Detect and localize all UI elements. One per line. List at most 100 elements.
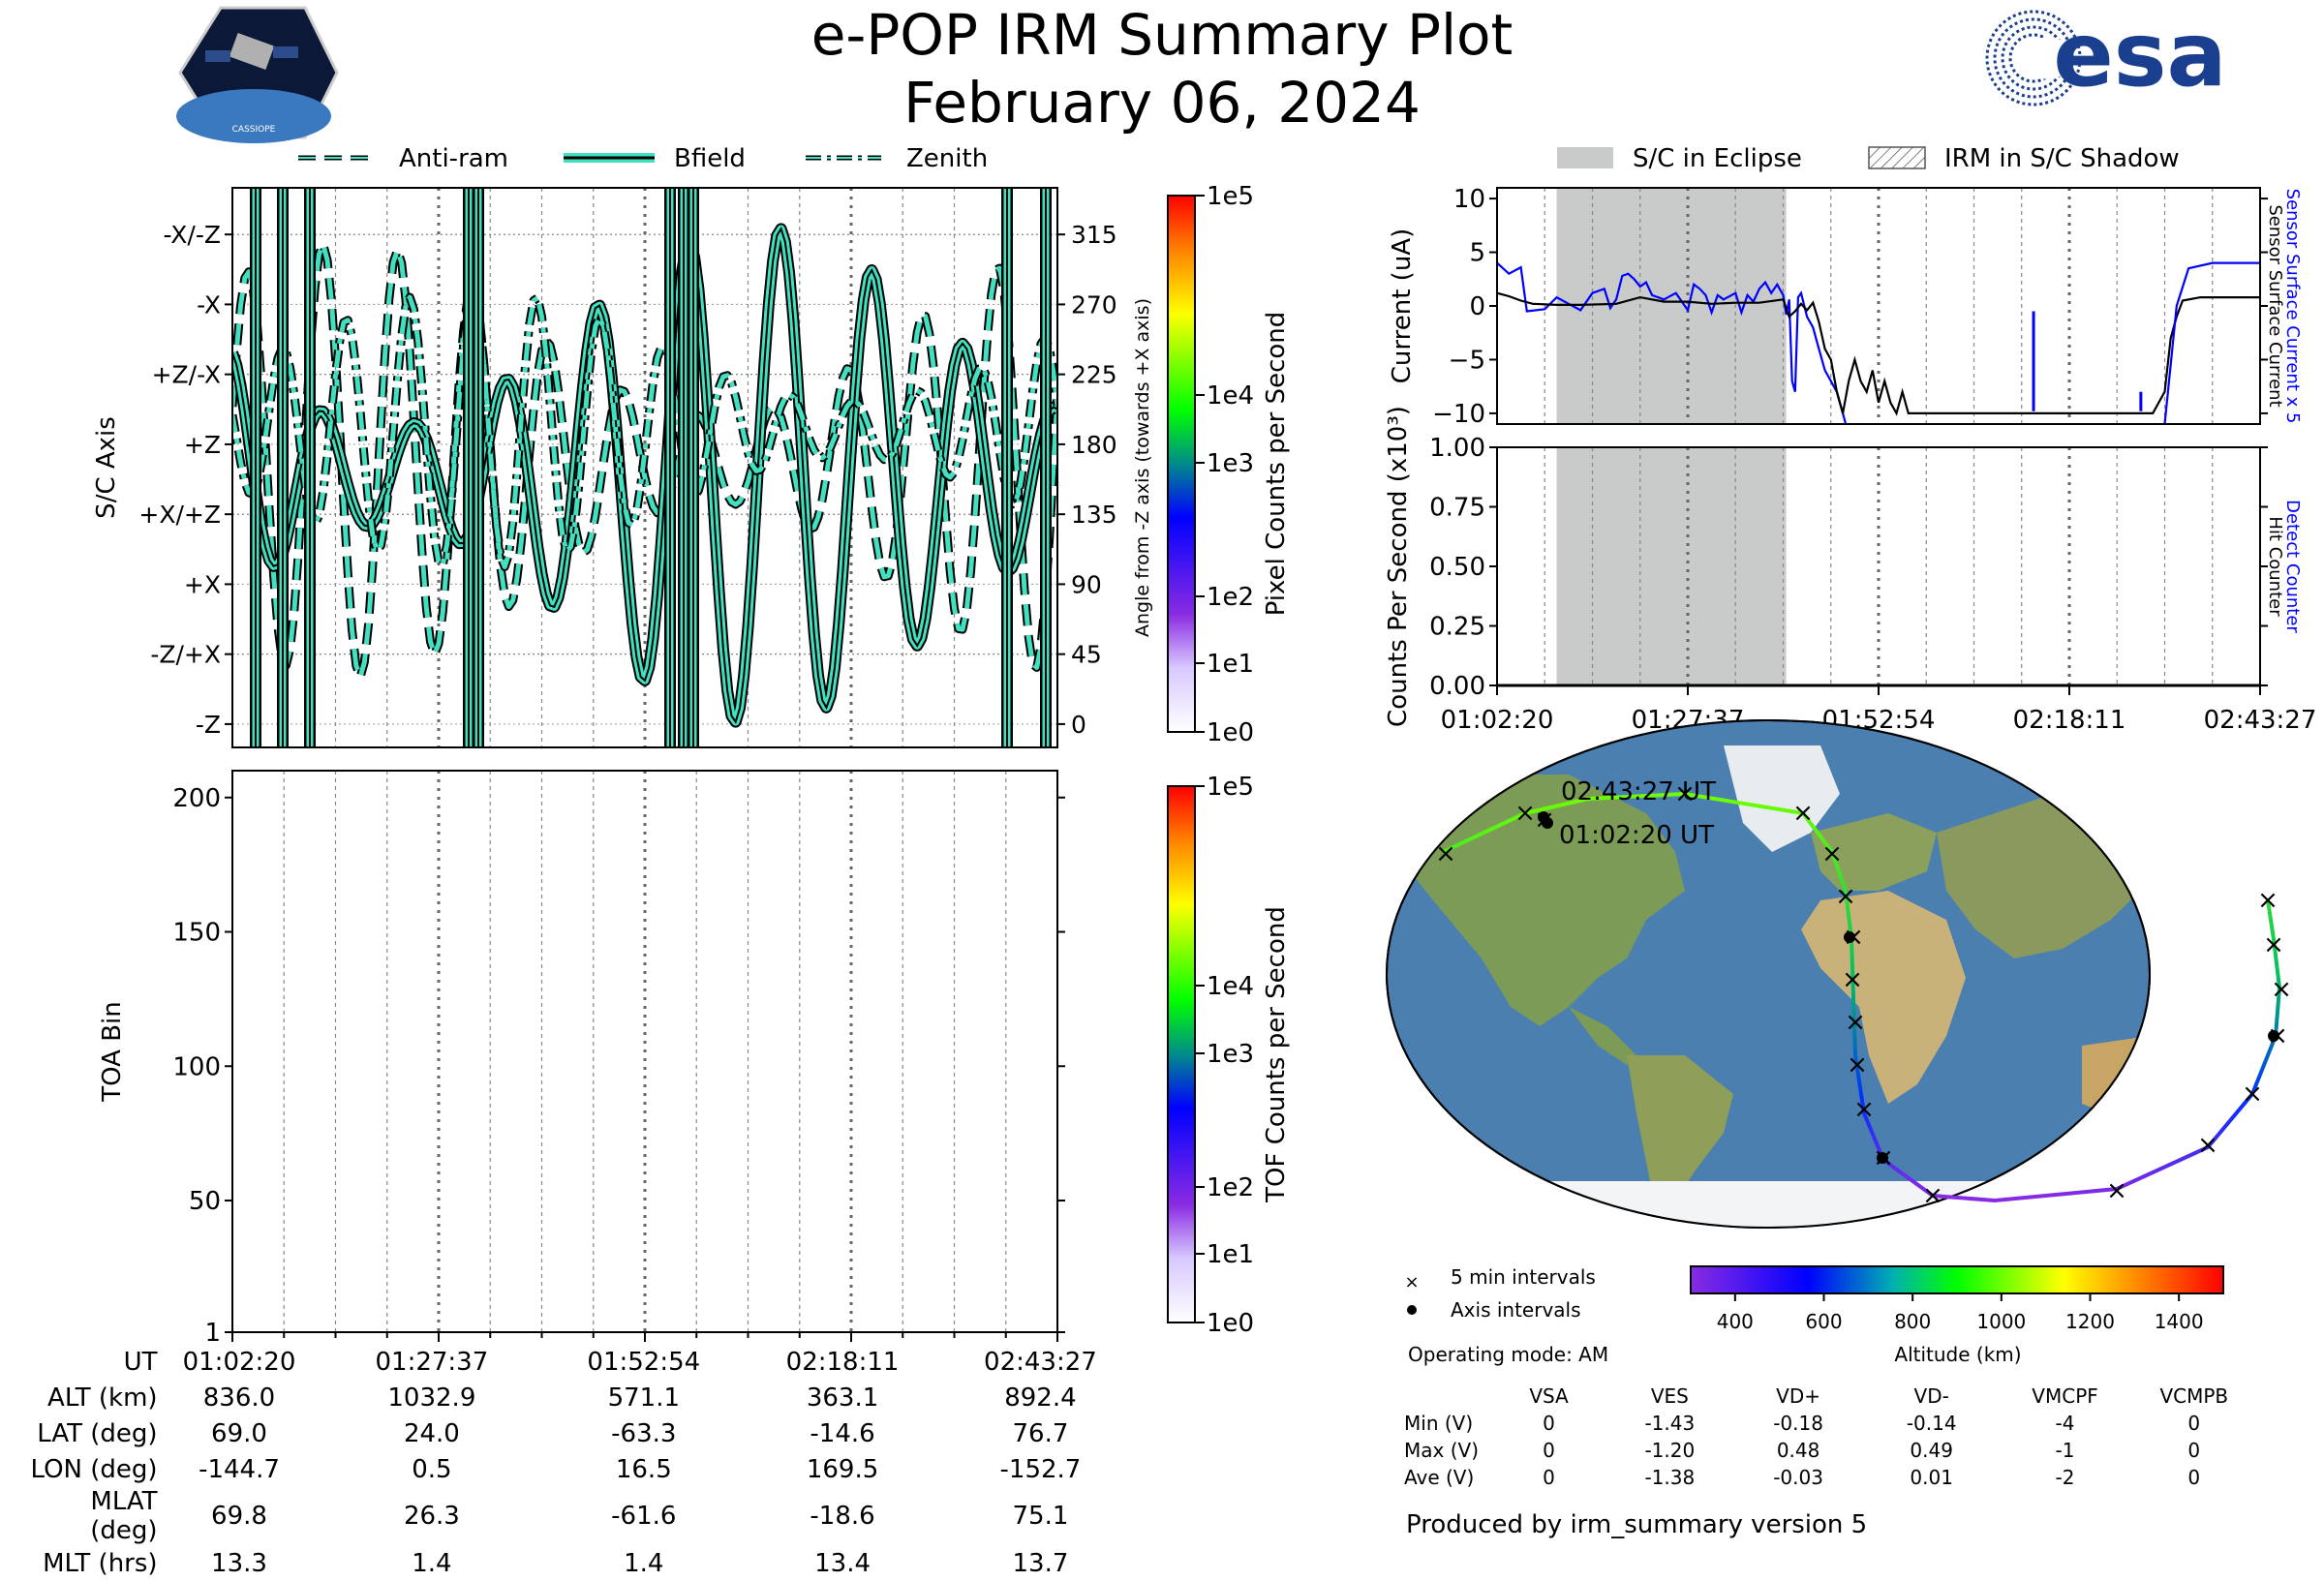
cell-value: -0.18 bbox=[1773, 1412, 1823, 1435]
ground-track-map: ××××××××××××××××××××× 01:02:20 UT 02:43:… bbox=[1386, 719, 2292, 1229]
colorbar-tick-label: 1e1 bbox=[1207, 1240, 1254, 1269]
colorbar-tick-label: 1e2 bbox=[1207, 583, 1254, 612]
sensor-current-line bbox=[1497, 291, 2260, 416]
counts-x-ticks: 01:02:20 01:27:37 01:52:54 02:18:11 02:43:27 bbox=[1441, 685, 2316, 735]
toa-tick-label: 200 bbox=[172, 784, 221, 813]
row-label: Ave (V) bbox=[1404, 1466, 1475, 1489]
colorbar-tick-label: 1e3 bbox=[1207, 1040, 1254, 1069]
cell-value: 0.48 bbox=[1776, 1439, 1820, 1462]
five-min-marker-icon: × bbox=[1435, 839, 1456, 868]
tof-colorbar: 1e0 1e1 1e2 1e3 1e4 1e5 TOF Counts per Second bbox=[1167, 773, 1291, 1338]
cell-value: -2 bbox=[2055, 1466, 2075, 1489]
cell-value: VMCPF bbox=[2032, 1384, 2098, 1408]
map-legend: × 5 min intervals Axis intervals bbox=[1404, 1265, 1595, 1322]
page-date: February 06, 2024 bbox=[903, 70, 1421, 136]
table-row: LAT (deg) 69.0 24.0 -63.3 -14.6 76.7 bbox=[17, 1415, 1141, 1451]
altitude-colorbar-ticks: 400 600 800 1000 1200 1400 bbox=[1717, 1293, 2204, 1333]
eclipse-band bbox=[1556, 188, 1787, 424]
sensor-current-x5-recovery bbox=[2163, 261, 2260, 424]
cell-value: 69.0 bbox=[211, 1418, 267, 1448]
colorbar-tick-label: 1e5 bbox=[1207, 182, 1254, 211]
current-tick-label: 0 bbox=[1469, 292, 1485, 321]
table-row: MLT (hrs) 13.3 1.4 1.4 13.4 13.7 bbox=[17, 1545, 1141, 1581]
ephemeris-table: UT 01:02:20 01:27:37 01:52:54 02:18:11 02:43:… bbox=[17, 1344, 1141, 1581]
track-start-label: 01:02:20 UT bbox=[1559, 821, 1714, 850]
current-right-label-black: Sensor Surface Current bbox=[2265, 204, 2285, 407]
legend-entry-anti-ram: Anti-ram bbox=[298, 144, 508, 173]
current-y-ticks: −10 −5 0 5 10 bbox=[1432, 185, 2268, 429]
cell-value: -63.3 bbox=[611, 1418, 677, 1448]
sc-axis-traces bbox=[232, 188, 1057, 747]
sc-axis-tick-label: +X bbox=[184, 570, 221, 598]
cell-value: 16.5 bbox=[615, 1454, 672, 1484]
five-min-marker-icon: × bbox=[1404, 1272, 1419, 1292]
altitude-tick-label: 400 bbox=[1717, 1310, 1754, 1333]
sc-axis-legend: Anti-ram Bfield Zenith bbox=[298, 144, 988, 173]
cell-value: -18.6 bbox=[810, 1502, 875, 1531]
cell-value: 75.1 bbox=[1012, 1502, 1069, 1531]
sc-axis-tick-label: -Z bbox=[196, 711, 221, 739]
table-row: Max (V) 0 -1.20 0.48 0.49 -1 0 bbox=[1404, 1437, 2256, 1464]
colorbar-tick-label: 1e4 bbox=[1207, 381, 1254, 410]
five-min-marker-icon: × bbox=[1514, 799, 1536, 828]
sc-axis-y2label: Angle from -Z axis (towards +X axis) bbox=[1132, 298, 1153, 637]
cell-value: 571.1 bbox=[607, 1383, 681, 1413]
cell-value: 1.4 bbox=[624, 1548, 664, 1578]
toa-tick-label: 150 bbox=[172, 919, 221, 948]
legend-label-5min: 5 min intervals bbox=[1451, 1265, 1596, 1289]
figure: e-POP IRM Summary Plot February 06, 2024… bbox=[92, 2, 2316, 1539]
current-tick-label: 5 bbox=[1469, 239, 1485, 268]
five-min-marker-icon: × bbox=[2271, 975, 2292, 1004]
cell-value: -1.43 bbox=[1644, 1412, 1696, 1435]
five-min-marker-icon: × bbox=[2257, 886, 2278, 915]
counts-tick-label: 0.75 bbox=[1429, 494, 1485, 523]
cell-value: 363.1 bbox=[806, 1383, 879, 1413]
altitude-tick-label: 1000 bbox=[1976, 1310, 2026, 1333]
toa-ylabel: TOA Bin bbox=[98, 1001, 127, 1102]
cell-value: -1 bbox=[2055, 1439, 2075, 1462]
ground-track-line bbox=[1442, 791, 2282, 1203]
current-tick-label: 10 bbox=[1453, 185, 1485, 214]
cell-value: VCMPB bbox=[2159, 1384, 2229, 1408]
cell-value: 0.01 bbox=[1910, 1466, 1953, 1489]
row-label: Max (V) bbox=[1404, 1439, 1479, 1462]
altitude-colorbar-label: Altitude (km) bbox=[1894, 1343, 2021, 1366]
table-row: LON (deg) -144.7 0.5 16.5 169.5 -152.7 bbox=[17, 1451, 1141, 1487]
cell-value: -1.20 bbox=[1644, 1439, 1696, 1462]
colorbar-tick-label: 1e0 bbox=[1207, 1309, 1254, 1338]
esa-logo: esa bbox=[1985, 3, 2227, 106]
track-end-label: 02:43:27 UT bbox=[1561, 777, 1716, 806]
tof-colorbar-ticks: 1e0 1e1 1e2 1e3 1e4 1e5 bbox=[1195, 773, 1254, 1338]
colorbar-tick-label: 1e0 bbox=[1207, 718, 1254, 747]
counts-tick-label: 0.50 bbox=[1429, 553, 1485, 582]
altitude-tick-label: 1400 bbox=[2155, 1310, 2204, 1333]
legend-label-bfield: Bfield bbox=[674, 144, 746, 173]
table-header-row: VSA VES VD+ VD- VMCPF VCMPB bbox=[1404, 1383, 2256, 1410]
cell-value: -0.03 bbox=[1773, 1466, 1823, 1489]
axis-interval-marker-icon bbox=[1877, 1152, 1888, 1164]
page-title: e-POP IRM Summary Plot bbox=[811, 2, 1514, 68]
counts-tick-label: 1.00 bbox=[1429, 434, 1485, 463]
row-label: MLT (hrs) bbox=[43, 1548, 158, 1578]
sc-axis-panel: -Z 0 -Z/+X 45 +X 90 +X/+Z 135 +Z 180 +Z/-X 225 -X 270… bbox=[92, 187, 1153, 748]
cell-value: 892.4 bbox=[1004, 1383, 1077, 1413]
cell-value: 13.4 bbox=[814, 1548, 871, 1578]
counts-right-label-black: Hit Counter bbox=[2265, 516, 2285, 617]
toa-grid bbox=[283, 771, 1007, 1332]
esa-logo-text: esa bbox=[2053, 3, 2226, 106]
sc-axis-tick-label: +X/+Z bbox=[138, 501, 221, 529]
voltage-table: VSA VES VD+ VD- VMCPF VCMPB Min (V) 0 -1.43 -0.18… bbox=[1404, 1383, 2256, 1491]
axis-interval-marker-icon bbox=[1844, 931, 1855, 943]
colorbar-tick-label: 1e3 bbox=[1207, 449, 1254, 478]
table-row: Min (V) 0 -1.43 -0.18 -0.14 -4 0 bbox=[1404, 1410, 2256, 1437]
five-min-marker-icon: × bbox=[1674, 779, 1696, 808]
cell-value: 836.0 bbox=[202, 1383, 276, 1413]
sc-axis-tick-label: -Z/+X bbox=[150, 641, 221, 669]
sc-axis-angle-label: 180 bbox=[1071, 431, 1117, 459]
cell-value: VD- bbox=[1913, 1384, 1949, 1408]
operating-mode: Operating mode: AM bbox=[1408, 1343, 1608, 1366]
five-min-marker-icon: × bbox=[2106, 1176, 2127, 1205]
sc-axis-y-ticks: -Z 0 -Z/+X 45 +X 90 +X/+Z 135 +Z 180 +Z/-X 225 -X 270… bbox=[138, 221, 1116, 739]
cell-value: 69.8 bbox=[211, 1502, 267, 1531]
